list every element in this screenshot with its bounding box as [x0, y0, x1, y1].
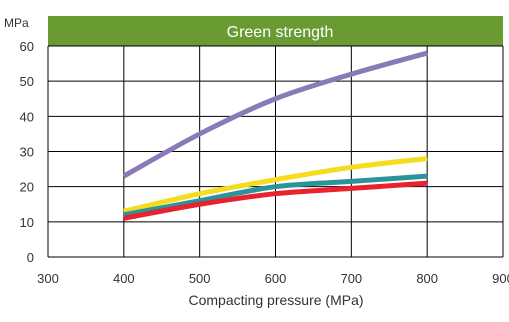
chart-title: Green strength [227, 24, 334, 41]
y-tick-label: 60 [20, 39, 34, 54]
series-line-2 [123, 156, 428, 214]
x-tick-label: 800 [416, 271, 438, 286]
series-lines [122, 50, 428, 221]
series-line-4 [123, 180, 428, 221]
y-tick-label: 50 [20, 74, 34, 89]
x-tick-label: 500 [189, 271, 211, 286]
y-tick-label: 20 [20, 180, 34, 195]
tick-labels: 0 10 20 30 40 50 60 300 400 500 600 700 800 900 [20, 39, 509, 286]
y-tick-label: 40 [20, 109, 34, 124]
series-line-1 [122, 50, 428, 179]
y-axis-unit-label: MPa [4, 16, 29, 30]
x-tick-label: 300 [37, 271, 59, 286]
x-tick-label: 600 [265, 271, 287, 286]
series-line-3 [123, 173, 428, 218]
y-tick-label: 30 [20, 145, 34, 160]
y-tick-label: 10 [20, 215, 34, 230]
x-tick-label: 900 [492, 271, 509, 286]
x-tick-label: 400 [113, 271, 135, 286]
title-banner [48, 16, 503, 46]
y-tick-label: 0 [27, 250, 34, 265]
x-axis-title: Compacting pressure (MPa) [188, 292, 363, 308]
x-tick-label: 700 [340, 271, 362, 286]
grid-lines [47, 45, 504, 258]
